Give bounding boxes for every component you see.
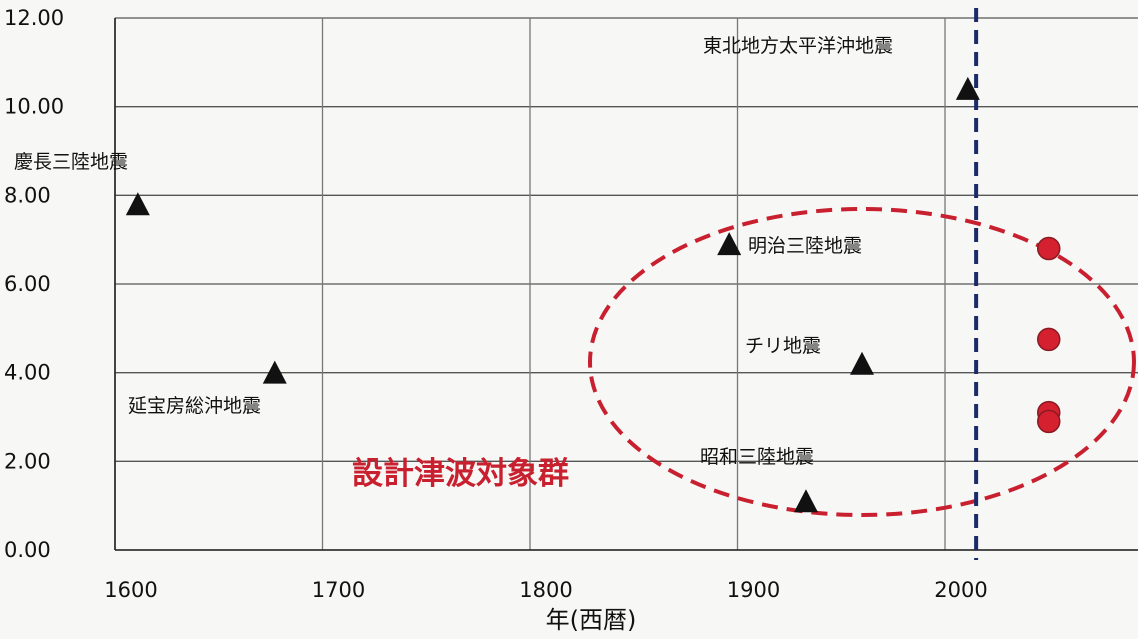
y-tick-label: 6.00 — [4, 272, 51, 296]
x-tick-labels: 1600 1700 1800 1900 2000 — [104, 578, 987, 602]
triangle-marker — [262, 360, 287, 384]
y-tick-label: 4.00 — [4, 361, 51, 385]
event-label: 慶長三陸地震 — [14, 151, 128, 173]
y-tick-label: 8.00 — [4, 183, 51, 207]
circle-marker — [1037, 409, 1061, 434]
x-tick-label: 1800 — [519, 578, 572, 602]
x-tick-label: 1900 — [727, 578, 780, 602]
target-group-ellipse — [588, 207, 1136, 517]
triangle-marker — [955, 76, 980, 100]
x-tick-label: 1600 — [104, 578, 157, 602]
event-label: 昭和三陸地震 — [700, 446, 814, 468]
y-tick-label: 12.00 — [4, 6, 64, 30]
triangle-marker — [125, 192, 150, 216]
group-label: 設計津波対象群 — [352, 456, 569, 492]
x-tick-label: 1700 — [312, 578, 365, 602]
markers — [125, 76, 1061, 513]
y-tick-labels: 0.00 2.00 4.00 6.00 8.00 10.00 12.00 — [4, 6, 64, 562]
triangle-marker — [793, 489, 818, 513]
event-label: チリ地震 — [745, 335, 821, 357]
circle-marker — [1037, 236, 1061, 261]
x-axis-title: 年(西暦) — [546, 606, 637, 634]
triangle-marker — [717, 232, 742, 256]
grid — [114, 17, 1138, 551]
x-tick-label: 2000 — [934, 578, 987, 602]
triangle-marker — [850, 351, 874, 375]
event-label: 明治三陸地震 — [748, 235, 862, 257]
circle-marker — [1037, 327, 1061, 352]
y-tick-label: 10.00 — [4, 95, 64, 119]
y-tick-label: 0.00 — [4, 538, 51, 562]
event-label: 東北地方太平洋沖地震 — [703, 35, 893, 57]
y-tick-label: 2.00 — [4, 449, 51, 473]
event-label: 延宝房総沖地震 — [128, 395, 261, 417]
